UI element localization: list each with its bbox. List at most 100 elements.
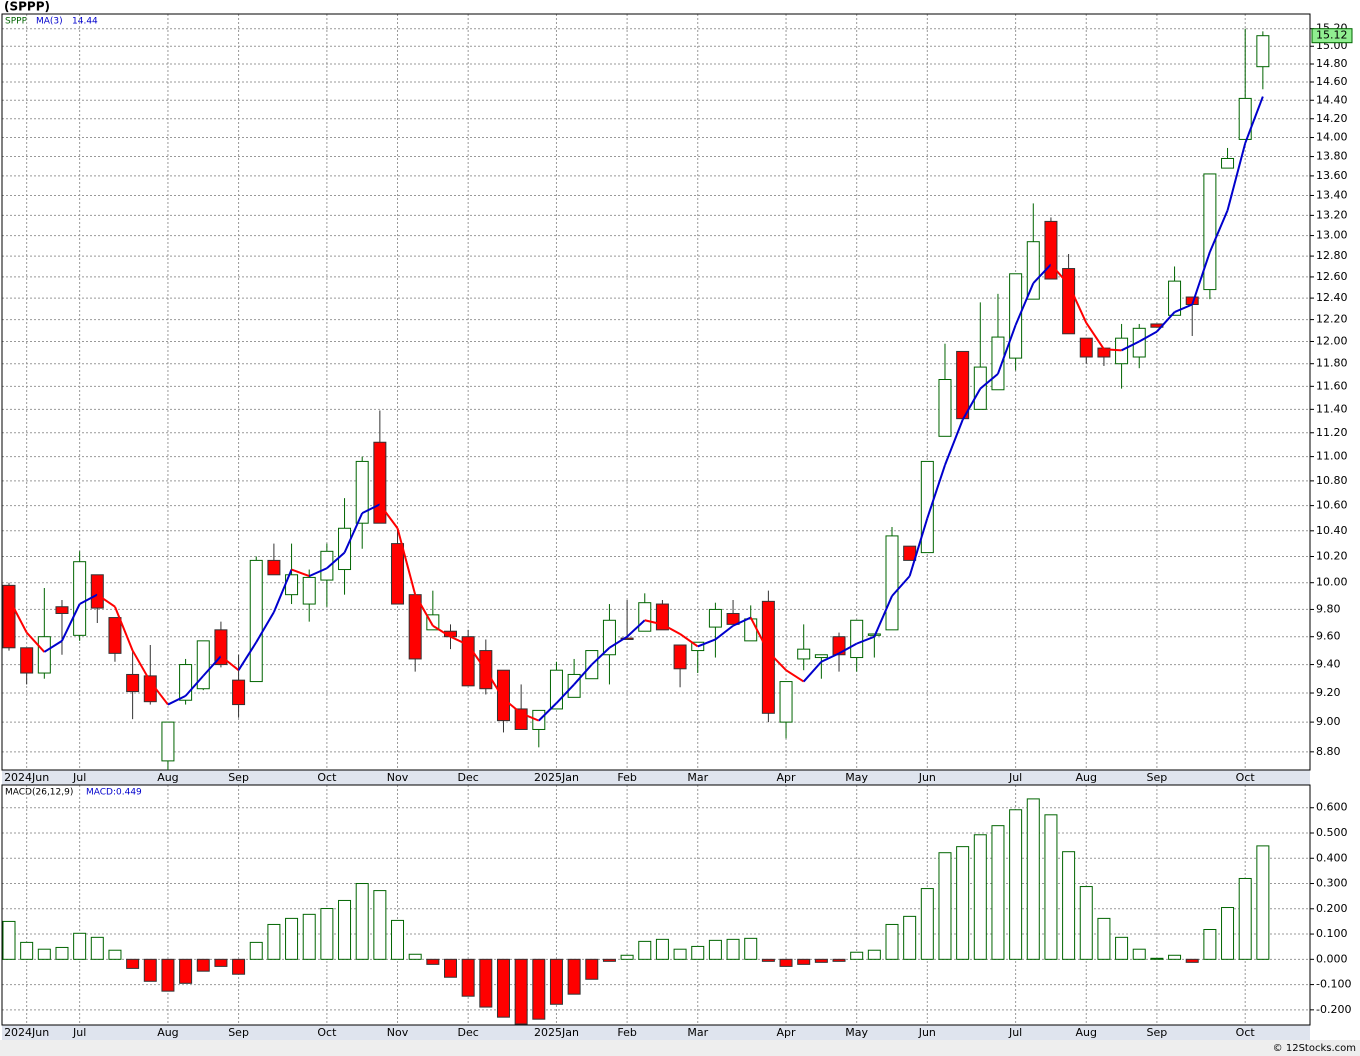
x-tick-label: Jul [72, 1026, 86, 1039]
macd-bar [938, 852, 952, 960]
macd-bar [708, 939, 722, 960]
ma-segment [1032, 263, 1052, 284]
macd-bar [514, 958, 528, 1025]
y-tick-label: 14.60 [1316, 75, 1348, 88]
macd-bar [655, 938, 669, 960]
ma-segment [573, 663, 593, 686]
candle-body [249, 559, 263, 683]
macd-bar [2, 920, 16, 960]
ma-segment [538, 702, 558, 722]
candle-body [832, 636, 846, 656]
candle-body [2, 584, 16, 649]
candle-body [638, 602, 652, 632]
candle-body [1026, 241, 1040, 300]
y-tick-label: 9.80 [1316, 602, 1341, 615]
chart-title: (SPPP) [4, 0, 50, 14]
candle-body [338, 527, 352, 571]
candle-body [1132, 327, 1146, 358]
macd-bar [1150, 957, 1164, 960]
macd-bar [355, 883, 369, 960]
macd-bar [620, 954, 634, 960]
candle-body [1256, 35, 1270, 68]
macd-bar [726, 938, 740, 960]
x-tick-label: 2024Jun [4, 771, 49, 784]
x-tick-label: Oct [1236, 771, 1256, 784]
ma-segment [661, 623, 681, 635]
macd-bar [444, 958, 457, 978]
candle-body [1009, 273, 1023, 359]
y-tick-label: 14.40 [1316, 93, 1348, 106]
macd-bar [903, 915, 917, 960]
macd-bar [956, 846, 970, 960]
x-tick-label: Jul [1008, 1026, 1022, 1039]
candle-body [355, 460, 369, 524]
x-tick-label: Aug [157, 771, 178, 784]
macd-bar [532, 958, 546, 1020]
candle-body [850, 619, 864, 659]
x-tick-label: Aug [1076, 771, 1097, 784]
ma-segment [61, 603, 81, 642]
macd-bar [1062, 851, 1076, 960]
x-tick-label: May [845, 1026, 868, 1039]
y-tick-label: 9.60 [1316, 630, 1341, 643]
macd-bar [1221, 907, 1235, 960]
macd-bar [797, 958, 811, 965]
candle-body [55, 606, 69, 614]
macd-bar [461, 958, 475, 997]
y-tick-label: 14.80 [1316, 57, 1348, 70]
x-tick-label: May [845, 771, 868, 784]
ma-segment [926, 464, 946, 519]
ma-segment [432, 624, 452, 638]
macd-bar [37, 948, 51, 960]
ma-segment [272, 569, 293, 613]
ma-segment [679, 633, 699, 648]
y-tick-label: 10.20 [1316, 550, 1348, 563]
ma-segment [308, 567, 328, 578]
macd-bar [1044, 814, 1058, 960]
macd-bar [55, 946, 69, 960]
ma-segment [1191, 251, 1211, 305]
macd-bar [1115, 936, 1129, 960]
y-tick-label: 0.300 [1316, 877, 1348, 890]
macd-bar [885, 923, 899, 960]
x-tick-label: 2025Jan [534, 771, 579, 784]
macd-bar [744, 937, 758, 960]
y-tick-label: 14.20 [1316, 112, 1348, 125]
macd-bar [1097, 917, 1111, 960]
y-tick-label: 13.60 [1316, 169, 1348, 182]
ma-segment [1121, 340, 1140, 352]
x-tick-label: Sep [228, 771, 249, 784]
x-tick-label: Aug [157, 1026, 178, 1039]
x-tick-label: Oct [317, 771, 337, 784]
y-tick-label: 0.100 [1316, 927, 1348, 940]
ma-segment [237, 641, 258, 671]
macd-bar [249, 941, 263, 960]
y-tick-label: -0.100 [1316, 978, 1351, 991]
candle-body [1079, 337, 1093, 358]
ma-segment [891, 575, 911, 597]
x-tick-label: Sep [1147, 771, 1168, 784]
candle-body [391, 543, 405, 605]
y-tick-label: 9.40 [1316, 658, 1341, 671]
ma-segment [749, 617, 770, 653]
macd-bar [1132, 948, 1146, 960]
macd-bar [567, 958, 581, 995]
x-tick-label: Sep [228, 1026, 249, 1039]
ma-segment [1050, 263, 1070, 285]
ma-segment [167, 695, 187, 706]
y-tick-label: -0.200 [1316, 1003, 1351, 1016]
macd-bar [320, 908, 334, 960]
y-tick-label: 13.40 [1316, 188, 1348, 201]
footer-strip [0, 1040, 1360, 1056]
x-tick-label: Feb [617, 1026, 636, 1039]
y-tick-label: 11.00 [1316, 450, 1348, 463]
ma-segment [820, 652, 840, 663]
legend-value: 14.44 [72, 17, 98, 27]
x-tick-label: Dec [458, 1026, 479, 1039]
ma-segment [767, 651, 787, 671]
candle-body [108, 617, 122, 654]
macd-bar [285, 917, 299, 960]
y-tick-label: 10.80 [1316, 474, 1348, 487]
